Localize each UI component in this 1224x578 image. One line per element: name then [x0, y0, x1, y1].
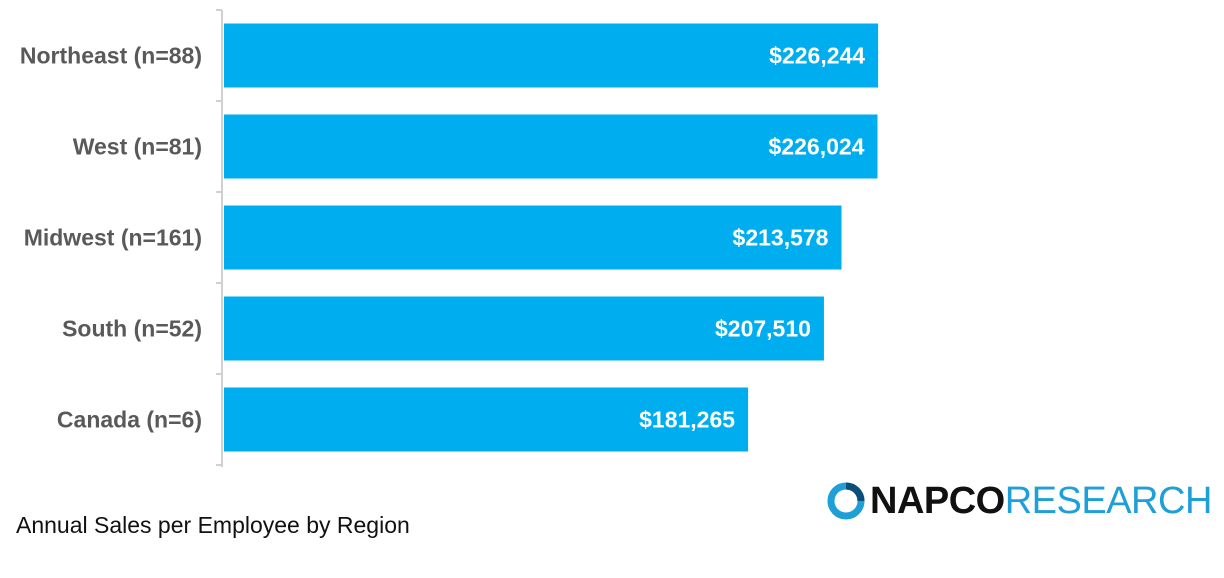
napco-circle-logo-icon: [827, 482, 865, 520]
category-label: Midwest (n=161): [24, 225, 202, 251]
value-label: $181,265: [639, 407, 735, 433]
category-label: West (n=81): [73, 134, 202, 160]
napco-research-logo: NAPCORESEARCH: [826, 478, 1218, 524]
category-label: South (n=52): [62, 316, 202, 342]
value-label: $207,510: [715, 316, 811, 342]
bar: [224, 23, 879, 88]
value-label: $226,024: [769, 134, 865, 160]
bar-chart: Northeast (n=88) $226,244 West (n=81) $226,…: [20, 9, 879, 467]
chart-caption: Annual Sales per Employee by Region: [16, 512, 410, 538]
bar: [224, 205, 842, 270]
logo-research-text: RESEARCH: [1004, 479, 1213, 522]
bar: [224, 114, 878, 179]
logo-wordmark: NAPCORESEARCH: [870, 480, 1212, 523]
value-label: $213,578: [733, 225, 829, 251]
category-label: Northeast (n=88): [20, 43, 202, 69]
bar: [224, 387, 749, 452]
category-label: Canada (n=6): [57, 407, 202, 433]
logo-napco-text: NAPCO: [870, 479, 1005, 522]
value-label: $226,244: [769, 43, 865, 69]
bar: [224, 296, 824, 361]
